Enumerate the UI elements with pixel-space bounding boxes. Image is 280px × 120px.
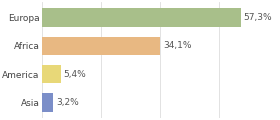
Text: 34,1%: 34,1% (163, 41, 192, 50)
Bar (42, 65, 61, 83)
Bar (42, 37, 160, 55)
Text: 5,4%: 5,4% (64, 70, 87, 79)
Bar (42, 93, 53, 112)
Text: 57,3%: 57,3% (244, 13, 272, 22)
Text: 3,2%: 3,2% (56, 98, 79, 107)
Bar (42, 8, 241, 27)
